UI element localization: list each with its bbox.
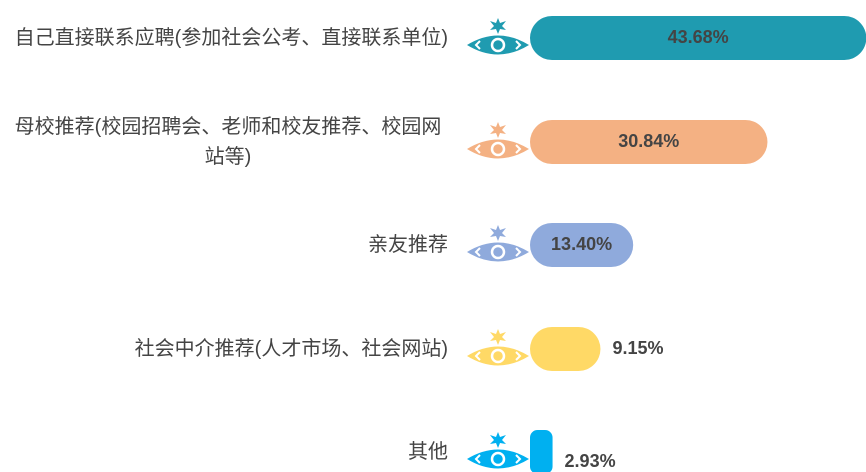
category-label: 母校推荐(校园招聘会、老师和校友推荐、校园网站等) (14, 116, 442, 168)
icon (467, 139, 529, 159)
category-label-box: 自己直接联系应聘(参加社会公考、直接联系单位) (3, 8, 448, 68)
icon (490, 329, 506, 345)
icon (474, 247, 522, 257)
icon (490, 122, 506, 138)
icon (490, 348, 506, 364)
bar (530, 16, 866, 60)
category-label-box: 其他 (3, 422, 448, 472)
category-label: 亲友推荐 (368, 234, 448, 256)
value-label: 2.93% (565, 451, 616, 471)
category-label-box: 亲友推荐 (3, 215, 448, 275)
icon (490, 244, 506, 260)
icon (490, 451, 506, 467)
icon (467, 35, 529, 55)
value-label: 30.84% (618, 131, 679, 151)
icon (490, 432, 506, 448)
icon (467, 242, 529, 262)
icon (490, 18, 506, 34)
category-label-box: 社会中介推荐(人才市场、社会网站) (3, 319, 448, 379)
bar (530, 430, 553, 472)
icon (474, 144, 522, 154)
bar (530, 223, 634, 267)
icon (490, 225, 506, 241)
bar (530, 327, 601, 371)
icon (467, 449, 529, 469)
category-label: 其他 (408, 441, 448, 463)
icon (490, 141, 506, 157)
icon (474, 454, 522, 464)
icon (474, 351, 522, 361)
category-label: 社会中介推荐(人才市场、社会网站) (134, 338, 448, 360)
category-label: 自己直接联系应聘(参加社会公考、直接联系单位) (14, 27, 448, 49)
bar (530, 120, 768, 164)
value-label: 9.15% (612, 338, 663, 358)
icon (474, 40, 522, 50)
category-label-box: 母校推荐(校园招聘会、老师和校友推荐、校园网站等) (3, 112, 448, 172)
icon (467, 346, 529, 366)
icon (490, 37, 506, 53)
value-label: 13.40% (551, 234, 612, 254)
value-label: 43.68% (668, 27, 729, 47)
